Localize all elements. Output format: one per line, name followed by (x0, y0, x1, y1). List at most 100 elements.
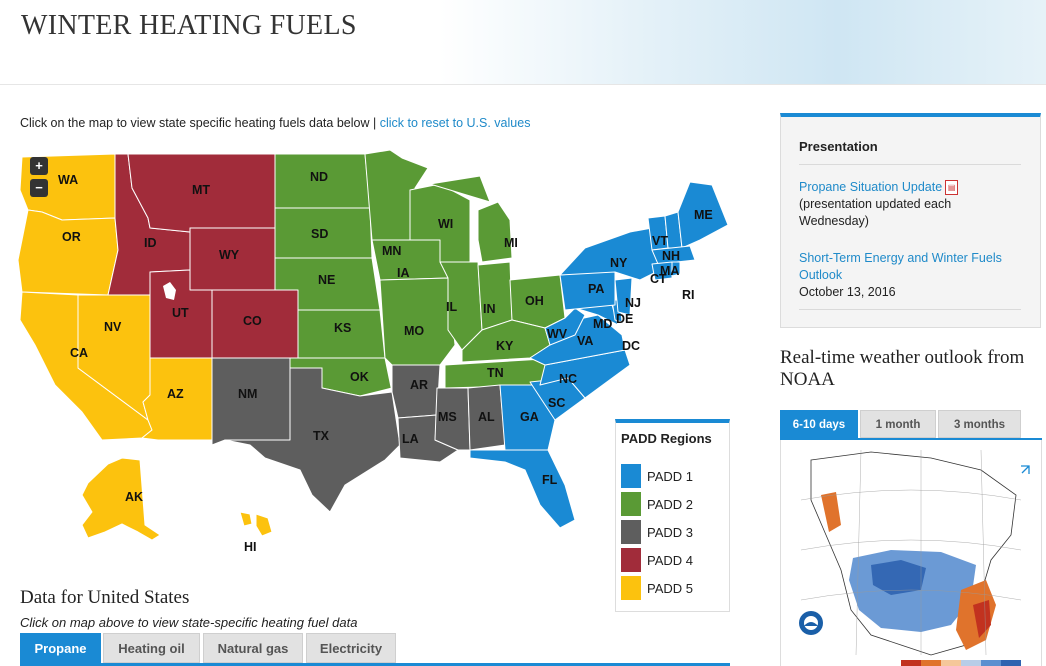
presentation-date: October 13, 2016 (799, 285, 896, 299)
external-link-icon[interactable] (1021, 465, 1030, 474)
tab-6-10-days[interactable]: 6-10 days (780, 410, 858, 438)
presentation-item-steo: Short-Term Energy and Winter Fuels Outlo… (799, 250, 1021, 301)
tab-1-month[interactable]: 1 month (860, 410, 936, 438)
state-label-tn: TN (487, 366, 504, 380)
map-instructions: Click on the map to view state specific … (20, 116, 530, 130)
state-mo[interactable] (379, 277, 456, 366)
state-label-ia: IA (397, 266, 410, 280)
tab-3-months[interactable]: 3 months (938, 410, 1021, 438)
state-label-ct: CT (650, 272, 667, 286)
state-ny[interactable] (559, 227, 661, 281)
great-salt-lake (163, 282, 176, 300)
state-ri[interactable] (671, 261, 681, 277)
legend-label: PADD 3 (647, 525, 693, 540)
tab-propane[interactable]: Propane (20, 633, 101, 663)
state-label-ks: KS (334, 321, 352, 335)
state-tx[interactable] (224, 367, 401, 513)
state-label-nm: NM (238, 387, 258, 401)
state-label-mi: MI (504, 236, 518, 250)
state-label-vt: VT (652, 234, 668, 248)
state-ms[interactable] (434, 387, 471, 451)
padd3-swatch (621, 520, 641, 544)
data-section-title: Data for United States (20, 587, 190, 608)
state-label-oh: OH (525, 294, 544, 308)
legend-label: PADD 1 (647, 469, 693, 484)
tab-underline (20, 663, 730, 666)
padd4-swatch (621, 548, 641, 572)
state-label-ms: MS (438, 410, 457, 424)
reset-us-values-link[interactable]: click to reset to U.S. values (379, 116, 531, 130)
state-label-pa: PA (588, 282, 605, 296)
state-ak[interactable] (81, 457, 161, 541)
us-padd-map[interactable] (0, 140, 740, 560)
state-label-tx: TX (313, 429, 329, 443)
state-label-wv: WV (547, 327, 568, 341)
tab-heating-oil[interactable]: Heating oil (103, 633, 200, 663)
state-label-in: IN (483, 302, 496, 316)
state-label-wy: WY (219, 248, 240, 262)
state-label-wa: WA (58, 173, 79, 187)
page-header: WINTER HEATING FUELS (0, 0, 1046, 85)
legend-label: PADD 2 (647, 497, 693, 512)
state-label-nd: ND (310, 170, 329, 184)
pdf-icon: ▤ (945, 180, 959, 196)
state-label-ar: AR (410, 378, 429, 392)
weather-title: Real-time weather outlook from NOAA (780, 347, 1025, 390)
state-label-fl: FL (542, 473, 558, 487)
state-label-ma: MA (660, 264, 680, 278)
state-label-mt: MT (192, 183, 211, 197)
state-mi[interactable] (429, 175, 513, 263)
state-wv[interactable] (544, 307, 586, 346)
state-label-nc: NC (559, 372, 578, 386)
tab-natural-gas[interactable]: Natural gas (203, 633, 303, 663)
presentation-panel: Presentation Propane Situation Update ▤ (… (780, 113, 1041, 328)
presentation-title: Presentation (799, 139, 878, 154)
state-label-ky: KY (496, 339, 514, 353)
tab-electricity[interactable]: Electricity (306, 633, 396, 663)
zoom-in-button[interactable]: + (30, 157, 48, 175)
steo-link[interactable]: Short-Term Energy and Winter Fuels Outlo… (799, 251, 1002, 282)
state-ma[interactable] (651, 245, 696, 265)
state-nj[interactable] (614, 277, 633, 316)
state-label-sc: SC (548, 396, 566, 410)
state-label-or: OR (62, 230, 81, 244)
state-ct[interactable] (651, 261, 673, 281)
state-label-de: DE (616, 312, 634, 326)
state-label-ok: OK (350, 370, 369, 384)
zoom-out-button[interactable]: − (30, 179, 48, 197)
state-label-ca: CA (70, 346, 89, 360)
propane-situation-link[interactable]: Propane Situation Update (799, 180, 943, 194)
state-label-il: IL (446, 300, 458, 314)
state-label-md: MD (593, 317, 613, 331)
outlook-map-image (781, 440, 1041, 666)
state-label-ne: NE (318, 273, 336, 287)
divider (799, 309, 1021, 310)
padd5-swatch (621, 576, 641, 600)
state-label-nv: NV (104, 320, 122, 334)
state-label-mo: MO (404, 324, 425, 338)
state-label-ny: NY (610, 256, 628, 270)
state-label-va: VA (577, 334, 594, 348)
legend-label: PADD 5 (647, 581, 693, 596)
state-label-nh: NH (662, 249, 681, 263)
state-hi[interactable] (239, 511, 273, 537)
state-label-me: ME (694, 208, 713, 222)
presentation-item-propane: Propane Situation Update ▤ (presentation … (799, 179, 1021, 230)
state-in[interactable] (477, 261, 513, 331)
state-label-la: LA (402, 432, 419, 446)
state-label-ut: UT (172, 306, 189, 320)
state-nm[interactable] (211, 357, 291, 446)
padd1-swatch (621, 464, 641, 488)
map-instructions-text: Click on the map to view state specific … (20, 116, 380, 130)
state-label-nj: NJ (625, 296, 641, 310)
state-label-ak: AK (125, 490, 144, 504)
state-label-sd: SD (311, 227, 329, 241)
noaa-outlook-map[interactable] (780, 440, 1042, 666)
state-or[interactable] (17, 209, 119, 296)
state-fl[interactable] (469, 449, 576, 529)
data-section-subtitle: Click on map above to view state-specifi… (20, 615, 358, 630)
state-label-al: AL (478, 410, 495, 424)
padd2-swatch (621, 492, 641, 516)
legend-label: PADD 4 (647, 553, 693, 568)
page-title: WINTER HEATING FUELS (21, 10, 357, 41)
